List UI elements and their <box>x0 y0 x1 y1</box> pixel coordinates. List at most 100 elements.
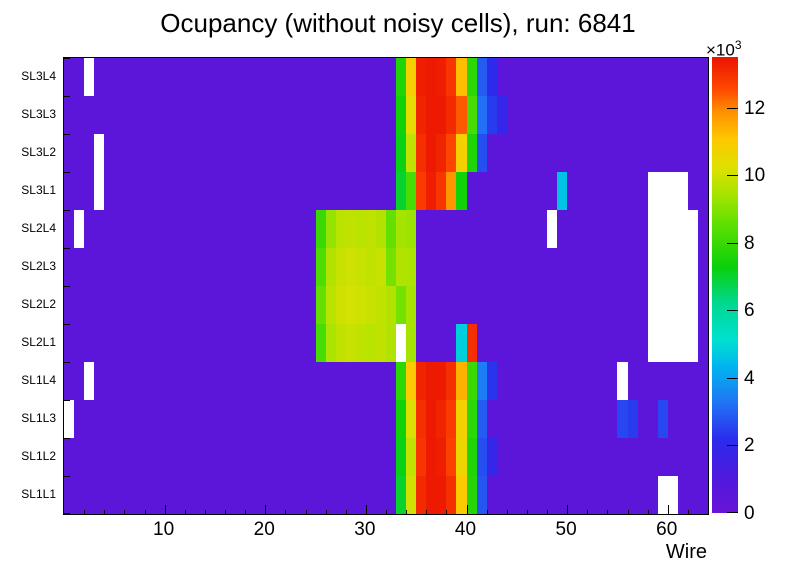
heatmap-cell <box>456 96 467 134</box>
heatmap-cell <box>637 248 648 286</box>
heatmap-cell <box>124 134 135 172</box>
heatmap-cell <box>134 400 145 438</box>
heatmap-cell <box>396 134 407 172</box>
heatmap-cell <box>355 324 366 362</box>
heatmap-cell <box>426 286 437 324</box>
heatmap-cell <box>526 248 537 286</box>
heatmap-cell <box>587 400 598 438</box>
heatmap-cell <box>305 438 316 476</box>
heatmap-cell <box>275 172 286 210</box>
heatmap-cell <box>194 362 205 400</box>
heatmap-cell <box>305 134 316 172</box>
colorbar-tick-label: 0 <box>744 503 755 524</box>
y-boundary-tick <box>64 172 70 173</box>
x-minor-tick <box>486 510 488 514</box>
heatmap-cell <box>637 210 648 248</box>
heatmap-cell <box>285 324 296 362</box>
heatmap-cell <box>335 286 346 324</box>
heatmap-cell <box>637 324 648 362</box>
heatmap-cell <box>446 248 457 286</box>
heatmap-cell <box>496 362 507 400</box>
heatmap-cell <box>134 248 145 286</box>
heatmap-cell <box>657 476 668 514</box>
heatmap-cell <box>627 172 638 210</box>
heatmap-cell <box>396 248 407 286</box>
heatmap-cell <box>144 476 155 514</box>
heatmap-cell <box>396 400 407 438</box>
heatmap-cell <box>526 362 537 400</box>
y-axis-label: SL3L3 <box>21 107 56 121</box>
heatmap-cell <box>194 438 205 476</box>
heatmap-cell <box>285 438 296 476</box>
y-boundary-tick <box>64 210 70 211</box>
heatmap-cell <box>607 210 618 248</box>
heatmap-cell <box>547 248 558 286</box>
heatmap-cell <box>667 438 678 476</box>
heatmap-cell <box>245 58 256 96</box>
heatmap-cell <box>436 400 447 438</box>
y-boundary-tick <box>64 400 70 401</box>
heatmap-cell <box>295 172 306 210</box>
heatmap-cell <box>325 362 336 400</box>
heatmap-cell <box>375 248 386 286</box>
heatmap-cell <box>587 324 598 362</box>
heatmap-cell <box>607 248 618 286</box>
heatmap-cell <box>225 96 236 134</box>
heatmap-cell <box>174 134 185 172</box>
heatmap-cell <box>697 58 708 96</box>
colorbar-tick-label: 8 <box>744 232 755 254</box>
heatmap-cell <box>315 172 326 210</box>
heatmap-cell <box>526 210 537 248</box>
heatmap-cell <box>386 286 397 324</box>
heatmap-cell <box>134 438 145 476</box>
heatmap-cell <box>265 324 276 362</box>
heatmap-cell <box>516 476 527 514</box>
heatmap-cell <box>647 134 658 172</box>
heatmap-cell <box>174 324 185 362</box>
heatmap-cell <box>406 400 417 438</box>
heatmap-cell <box>416 400 427 438</box>
heatmap-cell <box>365 476 376 514</box>
heatmap-cell <box>345 476 356 514</box>
heatmap-cell <box>536 58 547 96</box>
heatmap-cell <box>365 362 376 400</box>
y-axis-label: SL2L1 <box>21 335 56 349</box>
heatmap-cell <box>536 476 547 514</box>
heatmap-cell <box>164 362 175 400</box>
heatmap-cell <box>114 134 125 172</box>
heatmap-cell <box>104 324 115 362</box>
heatmap-cell <box>667 134 678 172</box>
heatmap-cell <box>74 134 85 172</box>
heatmap-cell <box>204 134 215 172</box>
heatmap-cell <box>587 58 598 96</box>
heatmap-cell <box>255 476 266 514</box>
heatmap-cell <box>134 134 145 172</box>
heatmap-cell <box>486 400 497 438</box>
colorbar-unit-prefix: ×10 <box>706 40 735 60</box>
x-minor-tick <box>526 510 528 514</box>
heatmap-cell <box>416 96 427 134</box>
heatmap-cell <box>436 324 447 362</box>
heatmap-cell <box>386 324 397 362</box>
heatmap-cell <box>647 248 658 286</box>
heatmap-cell <box>687 96 698 134</box>
heatmap-cell <box>345 362 356 400</box>
heatmap-cell <box>74 476 85 514</box>
heatmap-cell <box>476 324 487 362</box>
heatmap-cell <box>547 476 558 514</box>
heatmap-cell <box>416 58 427 96</box>
x-minor-tick <box>184 510 186 514</box>
heatmap-cell <box>587 248 598 286</box>
heatmap-cell <box>225 324 236 362</box>
heatmap-cell <box>627 324 638 362</box>
heatmap-cell <box>396 96 407 134</box>
y-boundary-tick <box>64 438 70 439</box>
heatmap-cell <box>265 400 276 438</box>
heatmap-row <box>64 58 708 96</box>
heatmap-cell <box>426 476 437 514</box>
heatmap-cell <box>315 134 326 172</box>
heatmap-cell <box>174 362 185 400</box>
heatmap-cell <box>204 362 215 400</box>
heatmap-cell <box>134 286 145 324</box>
heatmap-cell <box>305 58 316 96</box>
